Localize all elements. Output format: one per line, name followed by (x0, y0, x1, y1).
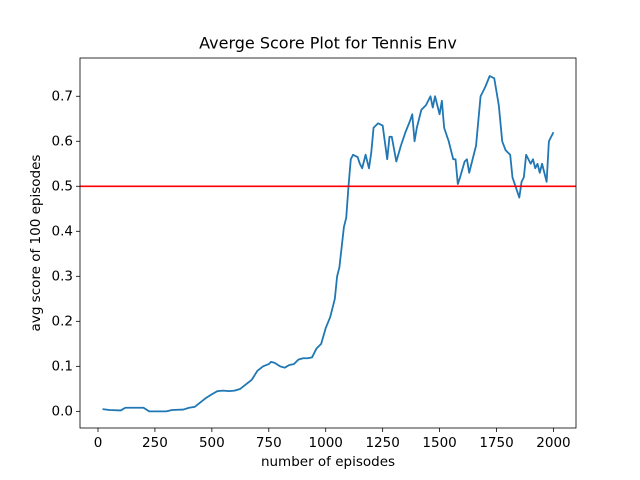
x-tick-label: 750 (256, 435, 282, 451)
x-tick-label: 1750 (479, 435, 513, 451)
x-tick-label: 1250 (365, 435, 399, 451)
x-tick-label: 2000 (536, 435, 570, 451)
line-series (102, 75, 555, 413)
y-tick-label: 0.0 (52, 403, 73, 419)
x-tick-label: 1000 (309, 435, 343, 451)
y-tick-label: 0.4 (52, 223, 73, 239)
y-tick-label: 0.1 (52, 358, 73, 374)
x-tick-label: 0 (94, 435, 103, 451)
y-tick-label: 0.2 (52, 313, 73, 329)
plot-frame (79, 57, 577, 429)
y-tick-label: 0.6 (52, 133, 73, 149)
y-tick-label: 0.7 (52, 88, 73, 104)
chart-title: Averge Score Plot for Tennis Env (199, 34, 457, 53)
x-axis-label: number of episodes (261, 454, 395, 470)
x-tick-label: 250 (142, 435, 168, 451)
y-tick-label: 0.3 (52, 268, 73, 284)
y-tick-label: 0.5 (52, 178, 73, 194)
y-axis-label: avg score of 100 episodes (28, 155, 44, 332)
x-tick-label: 500 (199, 435, 225, 451)
x-tick-label: 1500 (422, 435, 456, 451)
